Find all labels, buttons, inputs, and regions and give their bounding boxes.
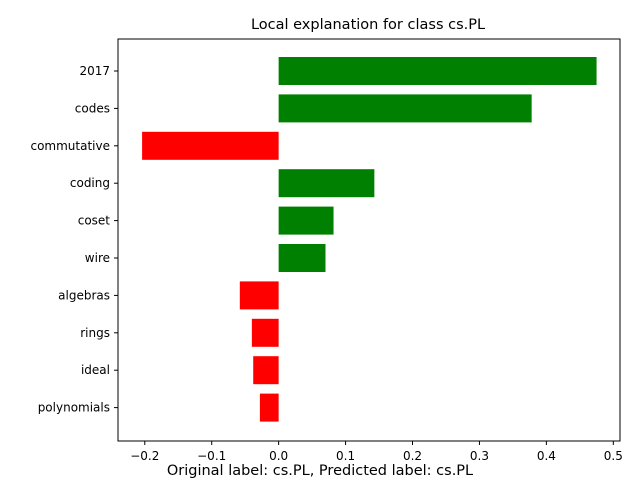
bar-rings: [251, 318, 279, 347]
bar-2017: [278, 57, 597, 85]
bars-group: [142, 57, 597, 422]
y-tick-label: polynomials: [38, 401, 110, 415]
bar-commutative: [142, 131, 279, 160]
y-tick-label: rings: [80, 326, 110, 340]
bar-polynomials: [259, 393, 279, 422]
x-tick-label: 0.2: [403, 449, 422, 463]
chart-title: Local explanation for class cs.PL: [251, 17, 485, 33]
y-tick-label: algebras: [58, 288, 110, 302]
bar-wire: [278, 244, 326, 272]
x-tick-label: 0.5: [604, 449, 623, 463]
bar-codes: [278, 94, 532, 123]
x-tick-label: −0.1: [197, 449, 226, 463]
y-tick-label: coding: [70, 176, 110, 190]
y-tick-label: coset: [78, 214, 111, 228]
plot-frame: [117, 38, 621, 442]
y-tick-label: ideal: [81, 363, 110, 377]
bar-coset: [278, 206, 334, 235]
y-tick-label: 2017: [79, 64, 110, 78]
y-tick-label: commutative: [30, 139, 110, 153]
chart-caption: Original label: cs.PL, Predicted label: …: [167, 463, 473, 479]
y-tick-label: wire: [85, 251, 110, 265]
bar-ideal: [253, 356, 279, 385]
y-axis-ticks: 2017 codes commutative coding coset wire algeb…: [30, 64, 118, 415]
bar-coding: [278, 169, 375, 198]
x-tick-label: 0.1: [336, 449, 355, 463]
x-tick-label: 0.0: [269, 449, 288, 463]
x-tick-label: −0.2: [130, 449, 159, 463]
y-tick-label: codes: [75, 101, 110, 115]
x-axis-ticks: −0.2 −0.1 0.0 0.1 0.2 0.3 0.4 0.5: [130, 441, 623, 463]
bar-algebras: [239, 281, 279, 310]
x-tick-label: 0.4: [537, 449, 556, 463]
x-tick-label: 0.3: [470, 449, 489, 463]
